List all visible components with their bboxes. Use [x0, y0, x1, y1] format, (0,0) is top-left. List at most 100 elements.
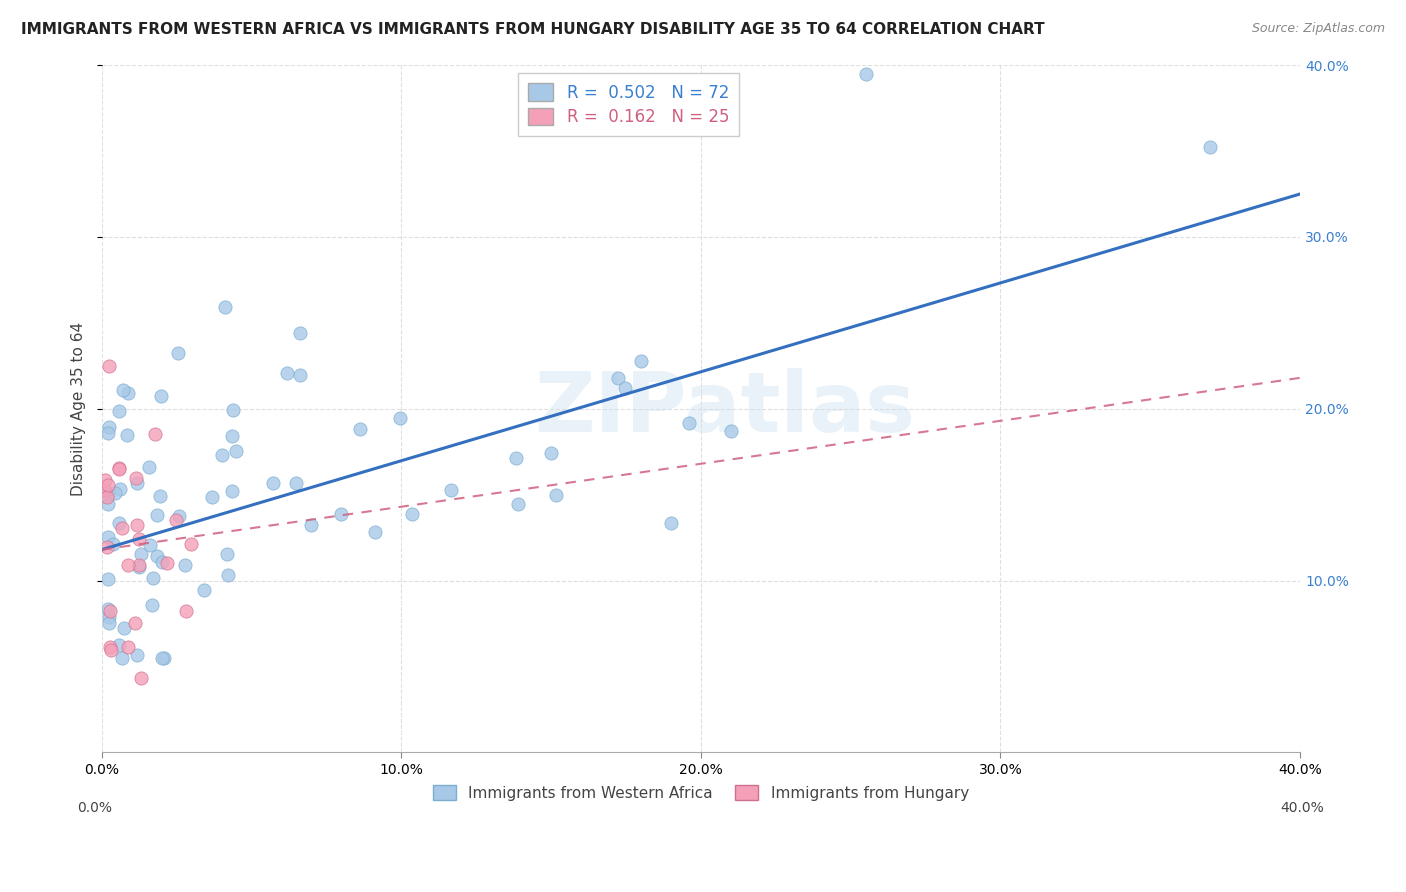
Point — [138, 460, 160, 475]
Point — [150, 555, 173, 569]
Point — [505, 450, 527, 465]
Point — [285, 476, 308, 491]
Point — [97, 477, 120, 491]
Point — [150, 651, 173, 665]
Point — [97, 610, 120, 624]
Point — [167, 508, 190, 523]
Point — [98, 420, 121, 434]
Legend: Immigrants from Western Africa, Immigrants from Hungary: Immigrants from Western Africa, Immigran… — [426, 779, 974, 806]
Point — [1199, 140, 1222, 154]
Point — [107, 403, 129, 417]
Point — [93, 483, 115, 497]
Point — [276, 366, 298, 380]
Point — [108, 462, 131, 476]
Point — [614, 381, 637, 395]
Point — [262, 475, 284, 490]
Point — [108, 461, 131, 475]
Point — [129, 671, 152, 685]
Point — [128, 533, 150, 547]
Point — [114, 621, 136, 635]
Point — [180, 537, 202, 551]
Point — [389, 410, 412, 425]
Point — [153, 651, 176, 665]
Point — [288, 368, 311, 383]
Point — [146, 508, 169, 523]
Point — [96, 572, 118, 586]
Point — [129, 547, 152, 561]
Text: 40.0%: 40.0% — [1281, 801, 1324, 814]
Point — [108, 516, 131, 531]
Point — [117, 428, 139, 442]
Point — [97, 426, 120, 441]
Point — [329, 507, 352, 521]
Point — [96, 497, 118, 511]
Point — [145, 427, 167, 442]
Point — [508, 497, 530, 511]
Point — [149, 489, 172, 503]
Point — [440, 483, 463, 498]
Point — [142, 571, 165, 585]
Point — [214, 301, 236, 315]
Point — [128, 560, 150, 574]
Point — [540, 446, 562, 460]
Point — [211, 448, 233, 462]
Point — [221, 429, 243, 443]
Point — [125, 648, 148, 662]
Point — [96, 601, 118, 615]
Point — [98, 604, 121, 618]
Point — [288, 326, 311, 340]
Point — [98, 640, 121, 655]
Point — [98, 359, 121, 373]
Point — [401, 507, 423, 521]
Point — [117, 558, 139, 573]
Point — [124, 615, 146, 630]
Point — [174, 604, 197, 618]
Point — [546, 488, 568, 502]
Point — [156, 556, 179, 570]
Point — [349, 422, 371, 436]
Point — [104, 485, 127, 500]
Point — [93, 473, 115, 487]
Point — [111, 521, 134, 535]
Text: Source: ZipAtlas.com: Source: ZipAtlas.com — [1251, 22, 1385, 36]
Point — [225, 444, 247, 458]
Point — [720, 424, 742, 438]
Text: IMMIGRANTS FROM WESTERN AFRICA VS IMMIGRANTS FROM HUNGARY DISABILITY AGE 35 TO 6: IMMIGRANTS FROM WESTERN AFRICA VS IMMIGR… — [21, 22, 1045, 37]
Point — [678, 416, 700, 430]
Point — [174, 558, 197, 573]
Point — [98, 615, 121, 630]
Point — [217, 568, 239, 582]
Point — [125, 471, 148, 485]
Point — [100, 642, 122, 657]
Point — [139, 538, 162, 552]
Point — [299, 517, 322, 532]
Point — [150, 389, 173, 403]
Point — [630, 353, 652, 368]
Point — [364, 525, 387, 540]
Text: ZIPatlas: ZIPatlas — [534, 368, 915, 450]
Point — [141, 598, 163, 612]
Point — [200, 490, 222, 504]
Point — [96, 486, 118, 500]
Point — [117, 640, 139, 654]
Point — [127, 518, 149, 533]
Point — [659, 516, 682, 530]
Point — [193, 582, 215, 597]
Point — [117, 386, 139, 401]
Point — [101, 537, 124, 551]
Point — [108, 638, 131, 652]
Y-axis label: Disability Age 35 to 64: Disability Age 35 to 64 — [72, 322, 86, 496]
Point — [112, 384, 135, 398]
Point — [110, 482, 132, 496]
Point — [128, 558, 150, 573]
Point — [222, 403, 245, 417]
Point — [146, 549, 169, 564]
Point — [167, 345, 190, 359]
Point — [110, 651, 132, 665]
Point — [96, 540, 118, 554]
Point — [96, 490, 118, 504]
Point — [96, 530, 118, 544]
Point — [221, 484, 243, 499]
Point — [165, 513, 187, 527]
Point — [855, 67, 877, 81]
